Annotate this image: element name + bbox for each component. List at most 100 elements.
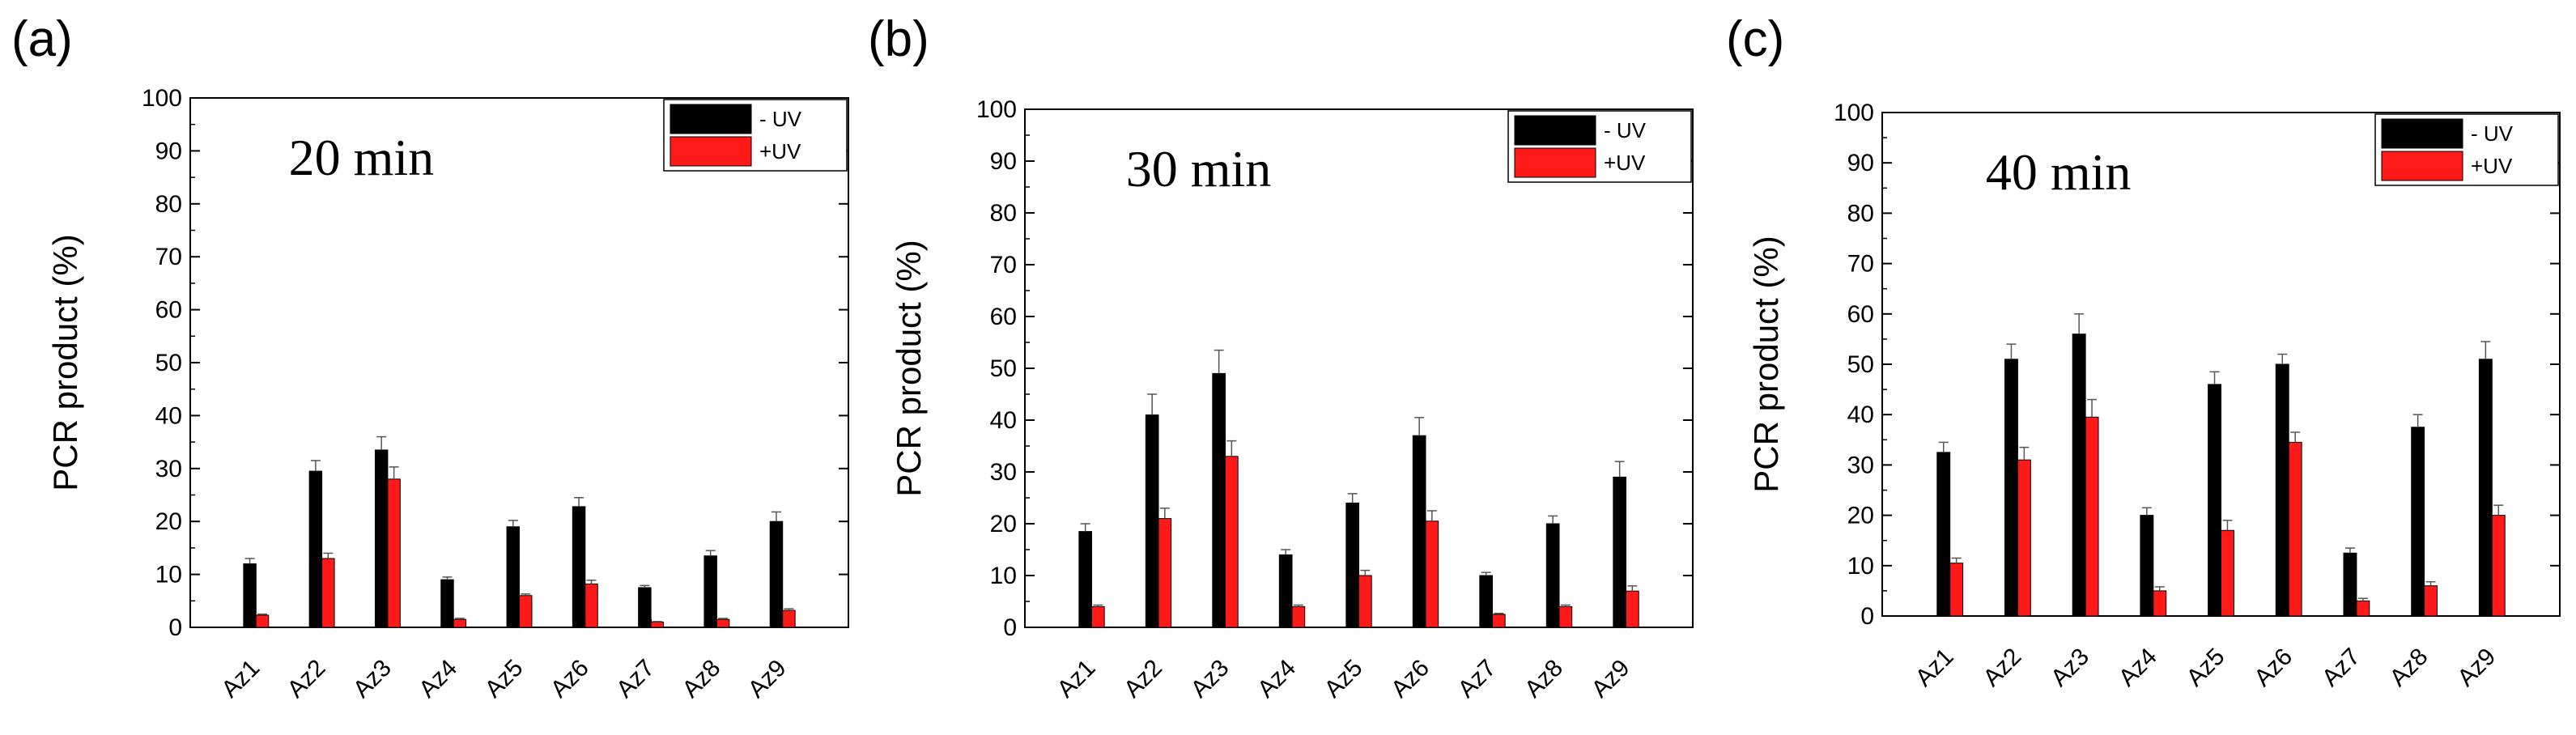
x-category-label: Az4	[414, 655, 462, 703]
x-category-label: Az2	[1978, 644, 2026, 692]
bar-az4-minus-uv	[2140, 515, 2154, 617]
x-category-label: Az7	[611, 655, 660, 703]
y-tick-label: 70	[155, 244, 182, 270]
legend-swatch	[1514, 147, 1596, 178]
bar-az2-minus-uv	[308, 470, 323, 628]
bar-az5-minus-uv	[1345, 502, 1360, 628]
y-tick-label: 10	[1847, 553, 1874, 580]
x-category-label: Az8	[2385, 644, 2434, 692]
bar-az3-minus-uv	[1212, 372, 1226, 628]
bar-chart-30-min: 0 10 20 30 40 50 60 70 80 90 100 PCR product (%) 30 …	[890, 96, 1694, 703]
x-category-label: Az9	[1587, 655, 1635, 703]
bar-az6-plus-uv	[2288, 441, 2302, 617]
legend-swatch	[1514, 115, 1596, 146]
y-tick-label: 40	[990, 407, 1017, 434]
y-tick-label: 60	[990, 304, 1017, 330]
panel-a: (a) 0 10 20 30 40 50 60 70 80 90 100 PCR product (%…	[0, 0, 858, 735]
bar-az4-plus-uv	[453, 618, 467, 628]
x-category-label: Az8	[677, 655, 725, 703]
bar-az3-plus-uv	[387, 478, 401, 628]
y-tick-label: 10	[155, 562, 182, 588]
x-category-label: Az3	[2046, 644, 2094, 692]
bar-az5-minus-uv	[2208, 384, 2221, 617]
y-tick-label: 30	[155, 456, 182, 482]
y-tick-label: 50	[1847, 351, 1874, 378]
legend-swatch	[2381, 118, 2463, 149]
y-tick-label: 60	[155, 297, 182, 324]
legend-label: - UV	[759, 107, 802, 131]
y-tick-label: 70	[1847, 251, 1874, 278]
bar-az7-minus-uv	[2343, 552, 2357, 617]
legend-swatch	[670, 136, 752, 167]
legend-label: +UV	[759, 139, 801, 164]
x-category-label: Az6	[546, 655, 594, 703]
y-tick-label: 60	[1847, 301, 1874, 328]
bar-az9-minus-uv	[1613, 476, 1627, 628]
x-category-label: Az5	[1320, 655, 1368, 703]
bar-az1-minus-uv	[1936, 452, 1951, 617]
bar-az4-plus-uv	[2153, 590, 2167, 617]
legend: - UV +UV	[2374, 113, 2559, 186]
chart-title: 40 min	[1986, 143, 2132, 201]
bar-az7-minus-uv	[1479, 575, 1494, 628]
y-tick-label: 20	[1847, 503, 1874, 529]
bar-az7-plus-uv	[2356, 600, 2370, 617]
bar-az4-plus-uv	[1291, 605, 1306, 628]
y-tick-label: 0	[168, 614, 182, 641]
x-category-label: Az3	[348, 655, 397, 703]
chart-title: 20 min	[289, 129, 435, 186]
y-tick-label: 50	[990, 355, 1017, 382]
y-tick-label: 90	[155, 138, 182, 164]
legend-label: +UV	[1604, 151, 1646, 175]
bar-az9-plus-uv	[1626, 590, 1639, 628]
legend: - UV +UV	[1507, 110, 1692, 183]
legend-swatch	[2381, 151, 2463, 181]
panel-c: (c) 0 10 20 30 40 50 60 70 80 90 100 PCR product (%…	[1716, 0, 2576, 735]
y-tick-label: 20	[990, 511, 1017, 537]
legend-swatch	[670, 104, 752, 134]
bar-az2-plus-uv	[321, 558, 335, 628]
y-tick-label: 30	[1847, 452, 1874, 478]
bar-az8-plus-uv	[716, 618, 730, 628]
chart-title: 30 min	[1126, 140, 1272, 198]
y-tick-label: 90	[990, 148, 1017, 175]
legend: - UV +UV	[663, 99, 848, 172]
bar-az7-minus-uv	[638, 587, 652, 628]
bar-az9-minus-uv	[2478, 359, 2493, 617]
bar-az8-minus-uv	[2411, 427, 2425, 617]
bar-az1-plus-uv	[1949, 563, 1964, 617]
legend-label: +UV	[2471, 154, 2513, 178]
y-tick-label: 100	[1834, 100, 1874, 126]
bar-az4-minus-uv	[1278, 554, 1293, 628]
x-category-label: Az8	[1520, 655, 1568, 703]
legend-label: - UV	[1604, 118, 1647, 142]
y-tick-label: 0	[1860, 603, 1874, 630]
bar-chart-20-min: 0 10 20 30 40 50 60 70 80 90 100 PCR product (%) 20 …	[46, 85, 849, 703]
bar-az2-minus-uv	[1145, 414, 1159, 628]
y-tick-label: 90	[1847, 150, 1874, 176]
x-category-label: Az6	[2249, 644, 2298, 692]
y-tick-label: 100	[142, 85, 182, 112]
panel-label: (a)	[11, 11, 73, 67]
bar-az6-minus-uv	[2275, 363, 2289, 617]
x-category-label: Az9	[2452, 644, 2501, 692]
bar-az5-plus-uv	[1358, 575, 1372, 628]
x-category-label: Az2	[1119, 655, 1167, 703]
bar-az6-minus-uv	[1412, 435, 1426, 628]
bar-az9-minus-uv	[769, 520, 784, 628]
bar-az8-plus-uv	[1558, 605, 1573, 628]
bar-az1-minus-uv	[243, 563, 257, 628]
bar-az3-minus-uv	[374, 449, 389, 628]
bar-az7-plus-uv	[650, 621, 665, 628]
panel-label: (c)	[1726, 11, 1785, 67]
bar-az6-minus-uv	[572, 506, 586, 628]
bar-az8-minus-uv	[1545, 523, 1560, 628]
bar-az1-plus-uv	[1091, 605, 1105, 628]
bar-chart-40-min: 0 10 20 30 40 50 60 70 80 90 100 PCR product (%) 40 …	[1747, 100, 2561, 692]
y-tick-label: 70	[990, 252, 1017, 278]
bar-az3-plus-uv	[2085, 416, 2099, 617]
y-axis-title: PCR product (%)	[1747, 236, 1785, 492]
bar-az5-plus-uv	[519, 595, 533, 628]
bar-az7-plus-uv	[1492, 614, 1506, 628]
y-tick-label: 0	[1003, 614, 1017, 641]
